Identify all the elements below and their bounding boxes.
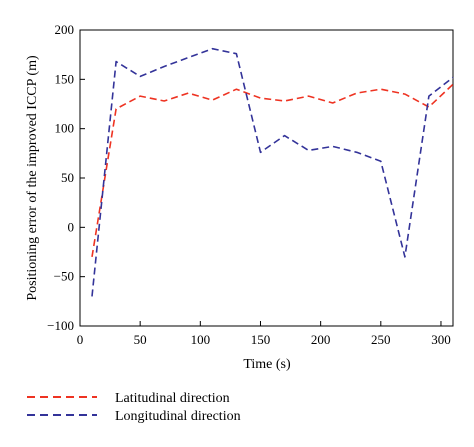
y-axis-label: Positioning error of the improved ICCP (… — [25, 55, 40, 301]
x-axis-ticks: 0 50 100 150 200 250 300 — [77, 321, 451, 347]
x-axis-label: Time (s) — [243, 357, 291, 372]
legend: Latitudinal direction Longitudinal direc… — [27, 391, 241, 424]
x-tick-label: 300 — [431, 332, 451, 347]
x-tick-label: 150 — [251, 332, 271, 347]
y-tick-label: −100 — [47, 318, 74, 333]
series-line-latitudinal — [91, 83, 454, 258]
legend-label-longitudinal: Longitudinal direction — [115, 409, 241, 424]
x-tick-label: 250 — [371, 332, 391, 347]
y-axis-ticks: −100 −50 0 50 100 150 200 — [47, 22, 85, 333]
x-tick-label: 0 — [77, 332, 84, 347]
legend-label-latitudinal: Latitudinal direction — [115, 391, 230, 406]
y-tick-label: −50 — [54, 269, 74, 284]
x-tick-label: 50 — [134, 332, 147, 347]
y-tick-label: 100 — [55, 121, 75, 136]
y-tick-label: 200 — [55, 22, 75, 37]
y-tick-label: 50 — [61, 170, 74, 185]
series-line-longitudinal — [91, 47, 454, 297]
x-tick-label: 200 — [311, 332, 331, 347]
series-layer — [91, 47, 454, 297]
y-tick-label: 150 — [55, 71, 75, 86]
x-tick-label: 100 — [191, 332, 211, 347]
y-tick-label: 0 — [68, 219, 75, 234]
